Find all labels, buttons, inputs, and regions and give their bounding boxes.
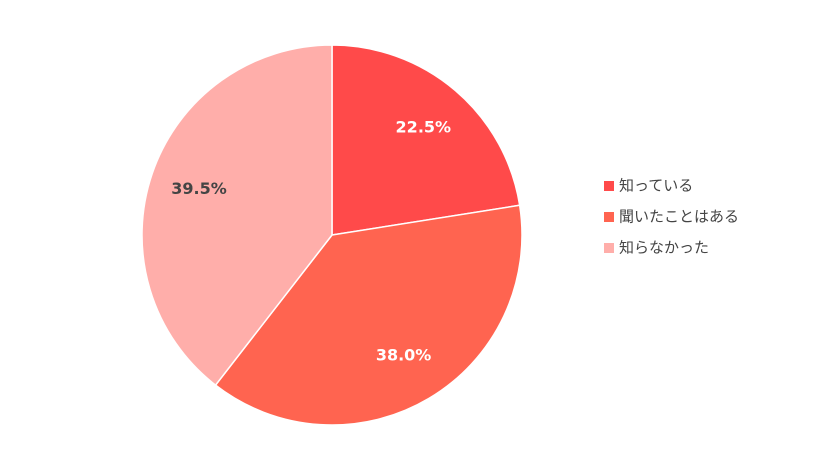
- pie-slice: [331, 44, 521, 236]
- pie-slice: [141, 44, 333, 387]
- legend-swatch: [604, 243, 614, 253]
- legend-label: 知っている: [619, 177, 693, 195]
- value-label: 38.0%: [376, 346, 432, 365]
- legend-swatch: [604, 181, 614, 191]
- legend-label: 知らなかった: [619, 239, 709, 257]
- legend-label: 聞いたことはある: [619, 208, 739, 226]
- value-label: 22.5%: [396, 118, 452, 137]
- legend-swatch: [604, 212, 614, 222]
- pie-slice: [214, 204, 523, 426]
- value-label: 39.5%: [171, 179, 227, 198]
